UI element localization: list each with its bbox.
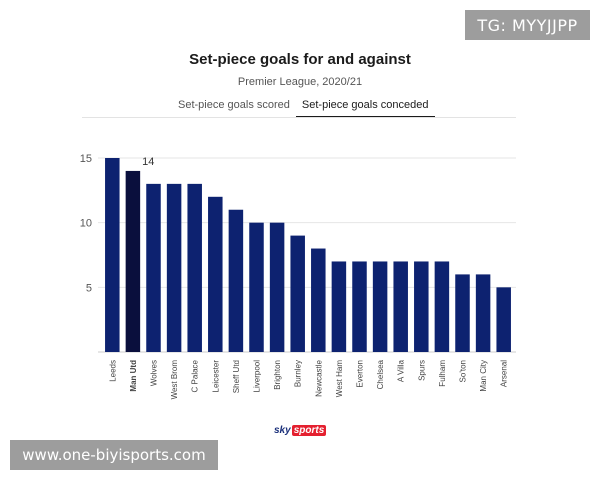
tab-scored[interactable]: Set-piece goals scored <box>178 99 290 111</box>
bar-spurs <box>414 261 429 352</box>
x-tick-label: So'ton <box>459 360 468 382</box>
bar-leeds <box>105 158 120 352</box>
bar-west-brom <box>166 183 182 352</box>
x-tick-label: Liverpool <box>253 360 262 393</box>
bar-wolves <box>146 183 161 352</box>
x-tick-label: C Palace <box>191 359 200 392</box>
chart-subtitle: Premier League, 2020/21 <box>237 76 363 88</box>
x-tick-label: Man City <box>479 360 488 392</box>
bar-west-ham <box>331 261 347 352</box>
chart-title: Set-piece goals for and against <box>189 51 411 68</box>
x-tick-label: West Ham <box>335 360 344 398</box>
bar-leicester <box>208 196 223 352</box>
x-tick-label: Leeds <box>108 360 117 382</box>
x-tick-label: Man Utd <box>129 360 138 392</box>
bar-everton <box>352 261 367 352</box>
y-tick-label-5: 5 <box>86 282 92 294</box>
bar-newcastle <box>311 248 326 352</box>
watermark-site: www.one-biyisports.com <box>10 440 218 470</box>
bar-burnley <box>290 235 305 352</box>
x-tick-label: Brighton <box>273 360 282 390</box>
y-tick-label-10: 10 <box>80 218 92 230</box>
x-tick-label: A Villa <box>397 359 406 382</box>
bar-arsenal <box>496 287 511 352</box>
bar-sheff-utd <box>228 209 244 352</box>
x-tick-label: Chelsea <box>376 359 385 389</box>
bar-fulham <box>434 261 450 352</box>
bar-a-villa <box>393 261 408 352</box>
tab-divider <box>82 117 516 118</box>
x-tick-label: Everton <box>356 360 365 388</box>
tab-conceded[interactable]: Set-piece goals conceded <box>295 99 435 117</box>
x-tick-label: Wolves <box>150 360 159 386</box>
bar-man-city <box>475 274 491 352</box>
bar-chelsea <box>372 261 388 352</box>
x-tick-label: West Brom <box>170 360 179 400</box>
x-tick-label: Leicester <box>211 360 220 393</box>
sky-sports-logo: sky sports <box>274 424 327 436</box>
y-tick-label-15: 15 <box>80 153 92 165</box>
x-tick-label: Burnley <box>294 360 303 387</box>
watermark-tg: TG: MYYJJPP <box>465 10 590 40</box>
bar-liverpool <box>249 222 264 352</box>
bar-man-utd <box>125 170 141 352</box>
bar-c-palace <box>187 183 202 352</box>
x-tick-label: Newcastle <box>314 359 323 396</box>
logo-sky-text: sky <box>274 424 291 436</box>
tab-bar: Set-piece goals scored Set-piece goals c… <box>172 99 435 117</box>
data-label-highlight: 14 <box>142 156 154 168</box>
x-tick-label: Spurs <box>417 360 426 381</box>
bar-so-ton <box>455 274 470 352</box>
x-tick-label: Sheff Utd <box>232 360 241 393</box>
bar-brighton <box>269 222 285 352</box>
logo-sports-text: sports <box>291 424 327 436</box>
x-tick-label: Fulham <box>438 360 447 387</box>
x-tick-label: Arsenal <box>500 360 509 387</box>
